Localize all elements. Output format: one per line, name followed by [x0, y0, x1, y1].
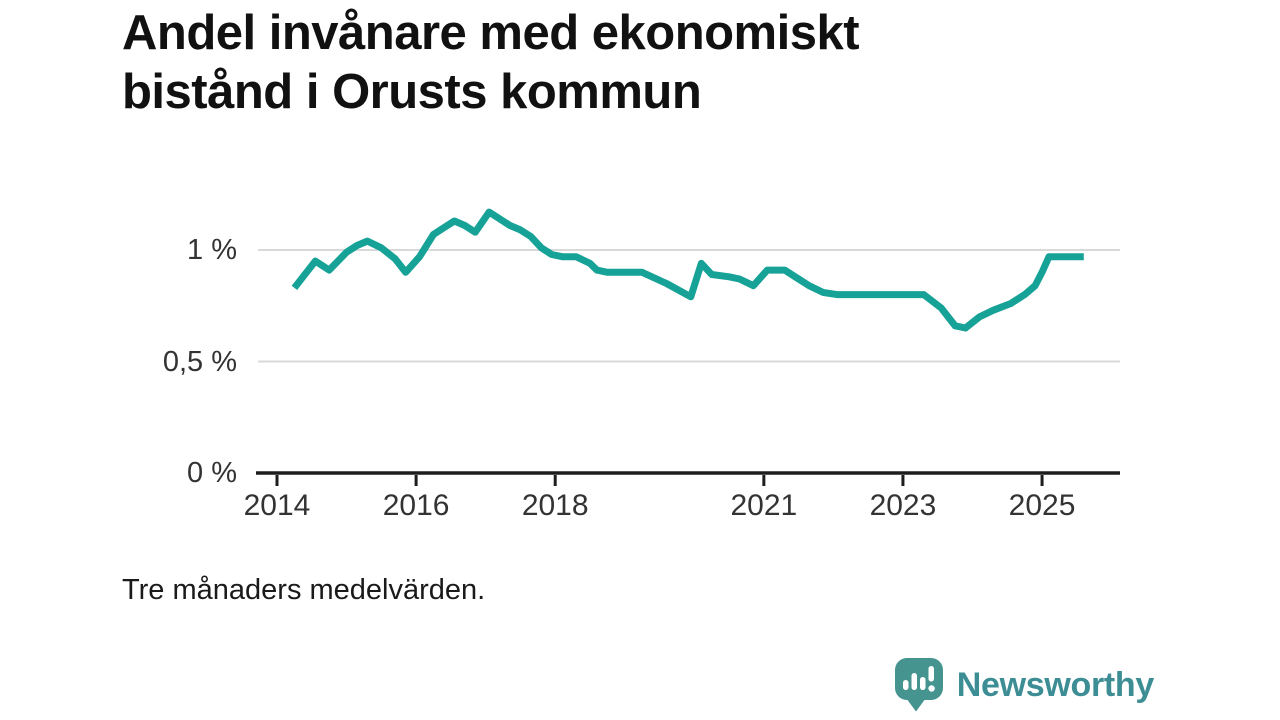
y-tick-label: 0,5 %	[162, 345, 237, 378]
page-title-line1: Andel invånare med ekonomiskt	[122, 6, 860, 60]
x-tick-label: 2014	[243, 489, 311, 522]
speech-bubble-shape	[894, 658, 943, 712]
chart-footnote: Tre månaders medelvärden.	[122, 574, 486, 606]
x-tick-label: 2023	[869, 489, 937, 522]
x-tick-label: 2025	[1008, 489, 1076, 522]
x-tick-label: 2021	[730, 489, 798, 522]
exclamation-glyph	[928, 666, 935, 692]
bar-chart-glyph	[902, 673, 926, 690]
data-series-line	[291, 208, 1084, 332]
y-tick-label: 1 %	[187, 234, 237, 266]
x-tick-label: 2016	[382, 489, 450, 522]
y-tick-label: 0 %	[187, 457, 237, 489]
newsworthy-logo-icon	[894, 658, 943, 712]
newsworthy-logo-text: Newsworthy	[956, 665, 1155, 704]
page-title: Andel invånare med ekonomiskt bistånd i O…	[122, 4, 860, 122]
page-title-line2: bistånd i Orusts kommun	[122, 65, 702, 119]
x-tick-label: 2018	[521, 489, 589, 522]
newsworthy-logo: Newsworthy	[894, 658, 1154, 712]
